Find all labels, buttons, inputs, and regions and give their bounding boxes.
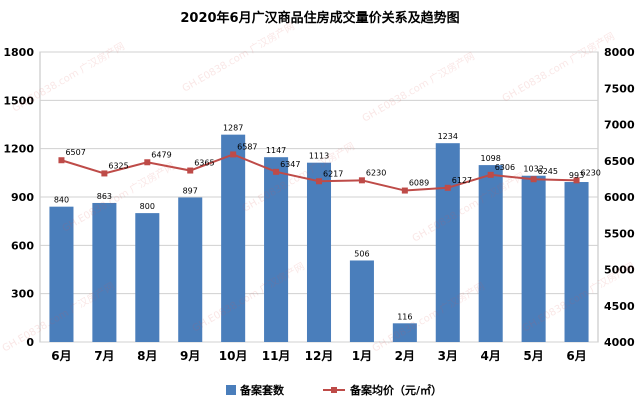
line-point [401, 187, 408, 194]
watermark-text: GH.E0838.com 广汉房产网 [500, 29, 617, 104]
line-point [273, 168, 280, 175]
line-value-label: 6365 [194, 159, 214, 168]
line-point [144, 159, 151, 166]
x-tick-label: 7月 [94, 349, 114, 363]
bar [264, 157, 289, 342]
x-tick-label: 11月 [262, 349, 291, 363]
bar-value-label: 840 [54, 196, 69, 205]
bar-value-label: 1098 [481, 154, 501, 163]
x-tick-label: 5月 [523, 349, 543, 363]
bar-value-label: 1234 [438, 132, 458, 141]
line-value-label: 6479 [151, 150, 171, 159]
line-value-label: 6507 [65, 148, 85, 157]
x-tick-label: 6月 [566, 349, 586, 363]
line-value-label: 6347 [280, 160, 300, 169]
x-tick-label: 4月 [481, 349, 501, 363]
bar [306, 162, 332, 342]
y-left-tick-label: 0 [26, 336, 34, 349]
line-point [487, 171, 494, 178]
bar [392, 323, 417, 342]
y-right-tick-label: 7500 [604, 82, 635, 95]
bar [435, 143, 460, 342]
x-tick-label: 10月 [219, 349, 248, 363]
line-point [444, 184, 451, 191]
chart-title: 2020年6月广汉商品住房成交量价关系及趋势图 [180, 10, 459, 26]
line-value-label: 6127 [452, 176, 472, 185]
bar-value-label: 1113 [309, 152, 329, 161]
x-tick-label: 12月 [305, 349, 334, 363]
axes-layer: 0 300 600 900 1200 1500 1800 4000 4500 5000 5500 60… [3, 46, 635, 363]
y-right-tick-label: 6500 [604, 155, 635, 168]
bar-value-label: 1147 [266, 146, 286, 155]
bar-value-label: 116 [397, 312, 412, 321]
bars-layer [49, 134, 589, 342]
y-left-tick-label: 600 [11, 239, 34, 252]
bar-value-label: 897 [183, 186, 198, 195]
x-tick-label: 3月 [438, 349, 458, 363]
bar-value-label: 800 [140, 202, 155, 211]
y-right-tick-label: 7000 [604, 119, 635, 132]
watermark-text: GH.E0838.com 广汉房产网 [370, 279, 487, 354]
line-value-label: 6245 [538, 167, 558, 176]
line-point [316, 178, 322, 185]
bar [564, 182, 589, 342]
line-value-label: 6217 [323, 169, 343, 178]
y-right-tick-label: 4000 [604, 336, 635, 349]
line-point [573, 177, 580, 184]
x-tick-label: 1月 [352, 349, 372, 363]
y-right-tick-label: 6000 [604, 191, 635, 204]
line-point [358, 177, 365, 184]
bar [221, 134, 246, 342]
bar-value-label: 863 [97, 192, 112, 201]
y-left-tick-label: 900 [11, 191, 34, 204]
watermark-text: GH.E0838.com 广汉房产网 [360, 49, 477, 124]
y-left-tick-label: 1800 [3, 46, 34, 59]
line-point [101, 170, 108, 177]
bar-value-label: 506 [354, 249, 369, 258]
y-right-tick-label: 5500 [604, 227, 635, 240]
bar-value-label: 1287 [223, 124, 243, 133]
bar [92, 202, 117, 342]
bar [49, 206, 74, 342]
line-value-label: 6230 [581, 168, 601, 177]
line-value-label: 6306 [495, 163, 515, 172]
x-tick-label: 6月 [51, 349, 71, 363]
line-layer [58, 151, 580, 194]
legend-line-marker [331, 387, 337, 393]
x-tick-label: 2月 [395, 349, 415, 363]
watermark-text: GH.E0838.com 广汉房产网 [190, 259, 307, 334]
y-right-tick-label: 8000 [604, 46, 635, 59]
bar-value-label: 993 [569, 171, 584, 180]
bar [478, 165, 503, 342]
watermark-text: GH.E0838.com 广汉房产网 [180, 19, 297, 94]
line-value-label: 6325 [108, 161, 128, 170]
y-right-tick-label: 4500 [604, 300, 635, 313]
y-left-tick-label: 300 [11, 288, 34, 301]
legend-bar-swatch [226, 385, 236, 395]
line-point [230, 151, 237, 158]
bar [349, 260, 374, 342]
legend-line-label: 备案均价（元/㎡） [349, 383, 442, 397]
legend-bar-label: 备案套数 [239, 383, 285, 397]
labels-layer: 840 863 800 897 1287 1147 1113 506 116 1234 1098 10… [54, 124, 601, 322]
y-left-tick-label: 1500 [3, 94, 34, 107]
bar [178, 197, 203, 342]
bar [135, 213, 160, 342]
line-point [530, 176, 537, 183]
y-left-tick-label: 1200 [3, 143, 34, 156]
line-value-label: 6089 [409, 179, 429, 188]
x-tick-label: 8月 [137, 349, 157, 363]
x-tick-label: 9月 [180, 349, 200, 363]
line-point [187, 167, 194, 174]
bar-value-label: 1032 [523, 165, 543, 174]
line-value-label: 6587 [237, 142, 257, 151]
legend: 备案套数 备案均价（元/㎡） [226, 383, 442, 397]
line-value-label: 6230 [366, 168, 386, 177]
bar [521, 175, 546, 342]
y-right-tick-label: 5000 [604, 264, 635, 277]
line-point [58, 157, 65, 164]
